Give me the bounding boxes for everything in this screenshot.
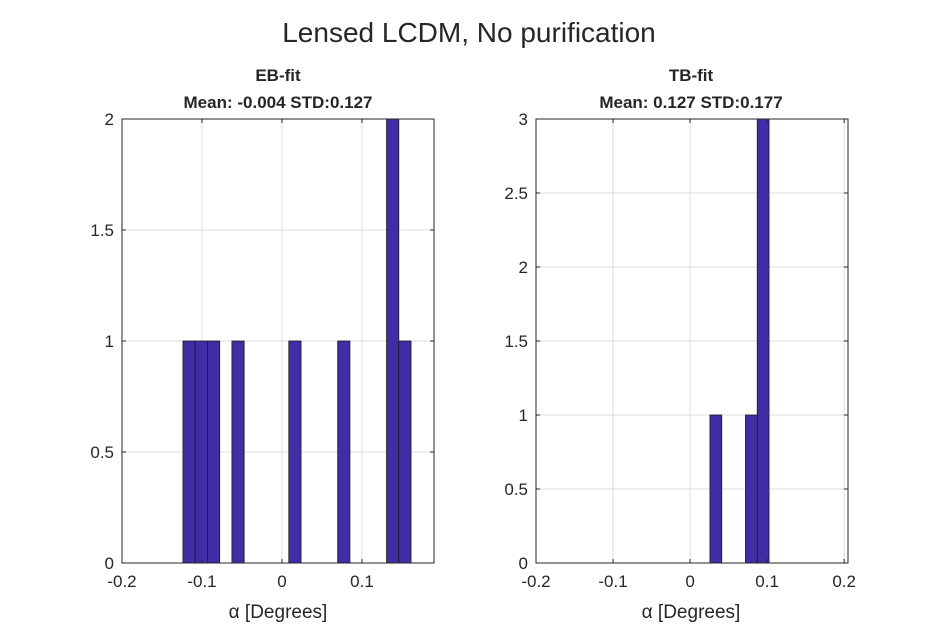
tb-fit-ytick-label: 3 xyxy=(519,110,528,129)
eb-fit-xlabel: α [Degrees] xyxy=(229,602,328,623)
tb-fit-ytick-label: 0.5 xyxy=(504,480,528,499)
tb-fit-ytick-label: 2 xyxy=(519,258,528,277)
tb-fit-xtick-label: 0.1 xyxy=(755,572,779,591)
eb-fit-subtitle: Mean: -0.004 STD:0.127 xyxy=(184,93,373,112)
tb-fit-bar xyxy=(756,118,770,564)
tb-fit-ytick-label: 2.5 xyxy=(504,184,528,203)
eb-fit-ytick-label: 1.5 xyxy=(90,221,114,240)
tb-fit-ytick-label: 1.5 xyxy=(504,332,528,351)
eb-fit-bar xyxy=(182,340,196,564)
eb-fit-xtick-label: -0.2 xyxy=(107,572,136,591)
tb-fit-xlabel: α [Degrees] xyxy=(642,602,741,623)
eb-fit-xtick-label: 0.1 xyxy=(350,572,374,591)
eb-fit-ytick-label: 2 xyxy=(105,110,114,129)
figure-title: Lensed LCDM, No purification xyxy=(282,17,656,48)
tb-fit-bar xyxy=(709,414,723,564)
tb-fit-ytick-label: 0 xyxy=(519,554,528,573)
tb-fit-xtick-label: 0.2 xyxy=(832,572,856,591)
tb-fit-panel: TB-fit Mean: 0.127 STD:0.177 α [Degrees]… xyxy=(504,66,856,623)
tb-fit-xtick-label: -0.2 xyxy=(521,572,550,591)
eb-fit-panel: EB-fit Mean: -0.004 STD:0.127 α [Degrees… xyxy=(90,66,435,623)
eb-fit-title: EB-fit xyxy=(255,66,301,85)
eb-fit-bar xyxy=(207,340,221,564)
tb-fit-xtick-label: 0 xyxy=(685,572,694,591)
eb-fit-bar xyxy=(398,340,412,564)
eb-fit-xtick-label: 0 xyxy=(277,572,286,591)
tb-fit-bar xyxy=(745,414,758,564)
eb-fit-bar xyxy=(231,340,245,564)
tb-fit-title: TB-fit xyxy=(669,66,714,85)
eb-fit-bar xyxy=(337,340,351,564)
tb-fit-xtick-label: -0.1 xyxy=(598,572,627,591)
eb-fit-ytick-label: 1 xyxy=(105,332,114,351)
eb-fit-bar xyxy=(288,340,302,564)
eb-fit-bar xyxy=(194,340,208,564)
eb-fit-xtick-label: -0.1 xyxy=(187,572,216,591)
eb-fit-bar xyxy=(386,118,400,564)
eb-fit-ytick-label: 0.5 xyxy=(90,443,114,462)
tb-fit-subtitle: Mean: 0.127 STD:0.177 xyxy=(599,93,782,112)
eb-fit-ytick-label: 0 xyxy=(105,554,114,573)
tb-fit-ytick-label: 1 xyxy=(519,406,528,425)
